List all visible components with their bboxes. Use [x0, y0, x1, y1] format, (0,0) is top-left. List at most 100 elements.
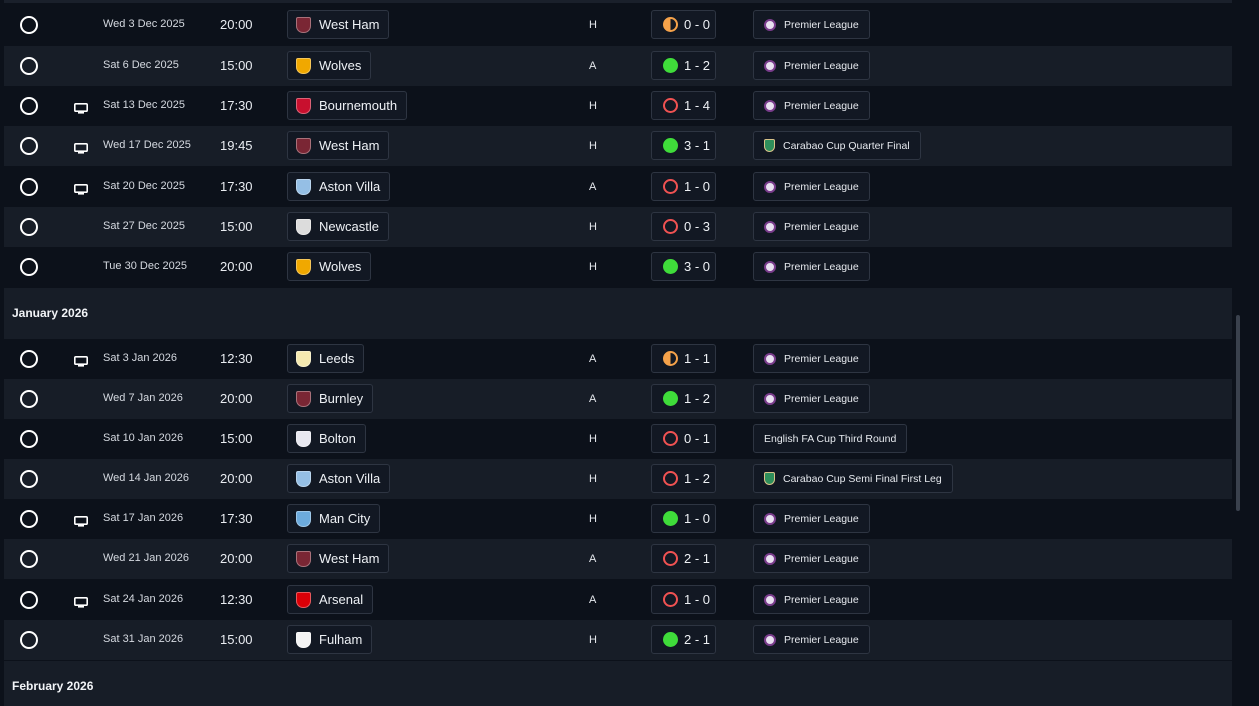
opponent-name: Burnley — [319, 391, 364, 406]
kickoff-time: 20:00 — [220, 391, 253, 406]
premier-league-icon — [764, 512, 776, 525]
select-circle[interactable] — [20, 550, 38, 568]
score: 1 - 2 — [684, 58, 711, 73]
opponent-button[interactable]: West Ham — [287, 131, 390, 160]
select-circle[interactable] — [20, 510, 38, 528]
fixture-row[interactable]: Wed 3 Dec 2025 20:00 West Ham H 0 - 0 Pr… — [4, 5, 1232, 45]
select-circle[interactable] — [20, 430, 38, 448]
fixture-row[interactable]: Sat 10 Jan 2026 15:00 Bolton H 0 - 1 Eng… — [4, 419, 1232, 459]
loss-icon — [663, 471, 678, 486]
select-circle[interactable] — [20, 390, 38, 408]
club-crest-icon — [296, 390, 311, 407]
fixture-row[interactable]: Sat 13 Dec 2025 17:30 Bournemouth H 1 - … — [4, 86, 1232, 126]
competition-button[interactable]: Premier League — [753, 51, 870, 80]
fixture-row[interactable]: Sat 27 Dec 2025 15:00 Newcastle H 0 - 3 … — [4, 207, 1232, 247]
competition-name: Premier League — [784, 59, 859, 72]
competition-button[interactable]: Carabao Cup Quarter Final — [753, 131, 921, 160]
select-circle[interactable] — [20, 178, 38, 196]
fixture-row[interactable]: Sat 17 Jan 2026 17:30 Man City H 1 - 0 P… — [4, 499, 1232, 539]
result-button[interactable]: 0 - 3 — [651, 212, 716, 241]
fixture-row[interactable]: Tue 30 Dec 2025 20:00 Wolves H 3 - 0 Pre… — [4, 247, 1232, 287]
scrollbar-thumb[interactable] — [1236, 315, 1240, 511]
win-icon — [663, 632, 678, 647]
fixture-row[interactable]: Sat 31 Jan 2026 15:00 Fulham H 2 - 1 Pre… — [4, 620, 1232, 660]
competition-name: Premier League — [784, 99, 859, 112]
opponent-button[interactable]: Fulham — [287, 625, 373, 654]
result-button[interactable]: 3 - 1 — [651, 131, 716, 160]
opponent-button[interactable]: Wolves — [287, 51, 372, 80]
result-button[interactable]: 1 - 2 — [651, 464, 716, 493]
result-button[interactable]: 1 - 0 — [651, 585, 716, 614]
opponent-button[interactable]: Aston Villa — [287, 172, 391, 201]
result-button[interactable]: 2 - 1 — [651, 625, 716, 654]
result-button[interactable]: 0 - 0 — [651, 10, 716, 39]
opponent-button[interactable]: Burnley — [287, 384, 374, 413]
month-label: February 2026 — [12, 679, 94, 693]
opponent-button[interactable]: Aston Villa — [287, 464, 391, 493]
result-button[interactable]: 1 - 4 — [651, 91, 716, 120]
score: 1 - 4 — [684, 98, 711, 113]
opponent-button[interactable]: West Ham — [287, 544, 390, 573]
result-button[interactable]: 1 - 0 — [651, 504, 716, 533]
competition-name: Premier League — [784, 633, 859, 646]
opponent-button[interactable]: Bolton — [287, 424, 366, 453]
fixture-row[interactable]: Wed 21 Jan 2026 20:00 West Ham A 2 - 1 P… — [4, 539, 1232, 579]
club-crest-icon — [296, 470, 311, 487]
competition-button[interactable]: Premier League — [753, 91, 870, 120]
result-button[interactable]: 0 - 1 — [651, 424, 716, 453]
fixture-row[interactable]: Sat 6 Dec 2025 15:00 Wolves A 1 - 2 Prem… — [4, 46, 1232, 86]
select-circle[interactable] — [20, 631, 38, 649]
kickoff-time: 15:00 — [220, 632, 253, 647]
competition-button[interactable]: Carabao Cup Semi Final First Leg — [753, 464, 953, 493]
select-circle[interactable] — [20, 470, 38, 488]
competition-button[interactable]: English FA Cup Third Round — [753, 424, 908, 453]
fixture-row[interactable]: Sat 3 Jan 2026 12:30 Leeds A 1 - 1 Premi… — [4, 339, 1232, 379]
opponent-button[interactable]: Leeds — [287, 344, 365, 373]
competition-button[interactable]: Premier League — [753, 10, 870, 39]
opponent-button[interactable]: Bournemouth — [287, 91, 408, 120]
competition-button[interactable]: Premier League — [753, 625, 870, 654]
opponent-button[interactable]: Man City — [287, 504, 381, 533]
select-circle[interactable] — [20, 258, 38, 276]
select-circle[interactable] — [20, 218, 38, 236]
result-button[interactable]: 1 - 2 — [651, 51, 716, 80]
opponent-button[interactable]: West Ham — [287, 10, 390, 39]
competition-button[interactable]: Premier League — [753, 172, 870, 201]
competition-button[interactable]: Premier League — [753, 252, 870, 281]
select-circle[interactable] — [20, 591, 38, 609]
competition-button[interactable]: Premier League — [753, 504, 870, 533]
opponent-button[interactable]: Newcastle — [287, 212, 389, 241]
competition-button[interactable]: Premier League — [753, 344, 870, 373]
score: 2 - 1 — [684, 632, 711, 647]
venue-indicator: H — [589, 140, 597, 152]
select-circle[interactable] — [20, 57, 38, 75]
competition-button[interactable]: Premier League — [753, 585, 870, 614]
fixture-row[interactable]: Wed 7 Jan 2026 20:00 Burnley A 1 - 2 Pre… — [4, 379, 1232, 419]
select-circle[interactable] — [20, 97, 38, 115]
select-circle[interactable] — [20, 350, 38, 368]
fixture-row[interactable]: Wed 17 Dec 2025 19:45 West Ham H 3 - 1 C… — [4, 126, 1232, 166]
result-button[interactable]: 2 - 1 — [651, 544, 716, 573]
result-button[interactable]: 3 - 0 — [651, 252, 716, 281]
match-date: Sat 31 Jan 2026 — [103, 633, 184, 645]
top-divider — [4, 0, 1232, 3]
match-date: Wed 7 Jan 2026 — [103, 392, 183, 404]
result-button[interactable]: 1 - 2 — [651, 384, 716, 413]
opponent-button[interactable]: Wolves — [287, 252, 372, 281]
select-circle[interactable] — [20, 16, 38, 34]
competition-name: Carabao Cup Quarter Final — [783, 139, 910, 152]
fixture-row[interactable]: Wed 14 Jan 2026 20:00 Aston Villa H 1 - … — [4, 459, 1232, 499]
competition-button[interactable]: Premier League — [753, 544, 870, 573]
competition-button[interactable]: Premier League — [753, 212, 870, 241]
competition-button[interactable]: Premier League — [753, 384, 870, 413]
fixture-row[interactable]: Sat 20 Dec 2025 17:30 Aston Villa A 1 - … — [4, 167, 1232, 207]
result-button[interactable]: 1 - 0 — [651, 172, 716, 201]
competition-name: Premier League — [784, 260, 859, 273]
result-button[interactable]: 1 - 1 — [651, 344, 716, 373]
select-circle[interactable] — [20, 137, 38, 155]
opponent-button[interactable]: Arsenal — [287, 585, 374, 614]
win-icon — [663, 58, 678, 73]
premier-league-icon — [764, 593, 776, 606]
competition-name: Premier League — [784, 552, 859, 565]
fixture-row[interactable]: Sat 24 Jan 2026 12:30 Arsenal A 1 - 0 Pr… — [4, 580, 1232, 620]
